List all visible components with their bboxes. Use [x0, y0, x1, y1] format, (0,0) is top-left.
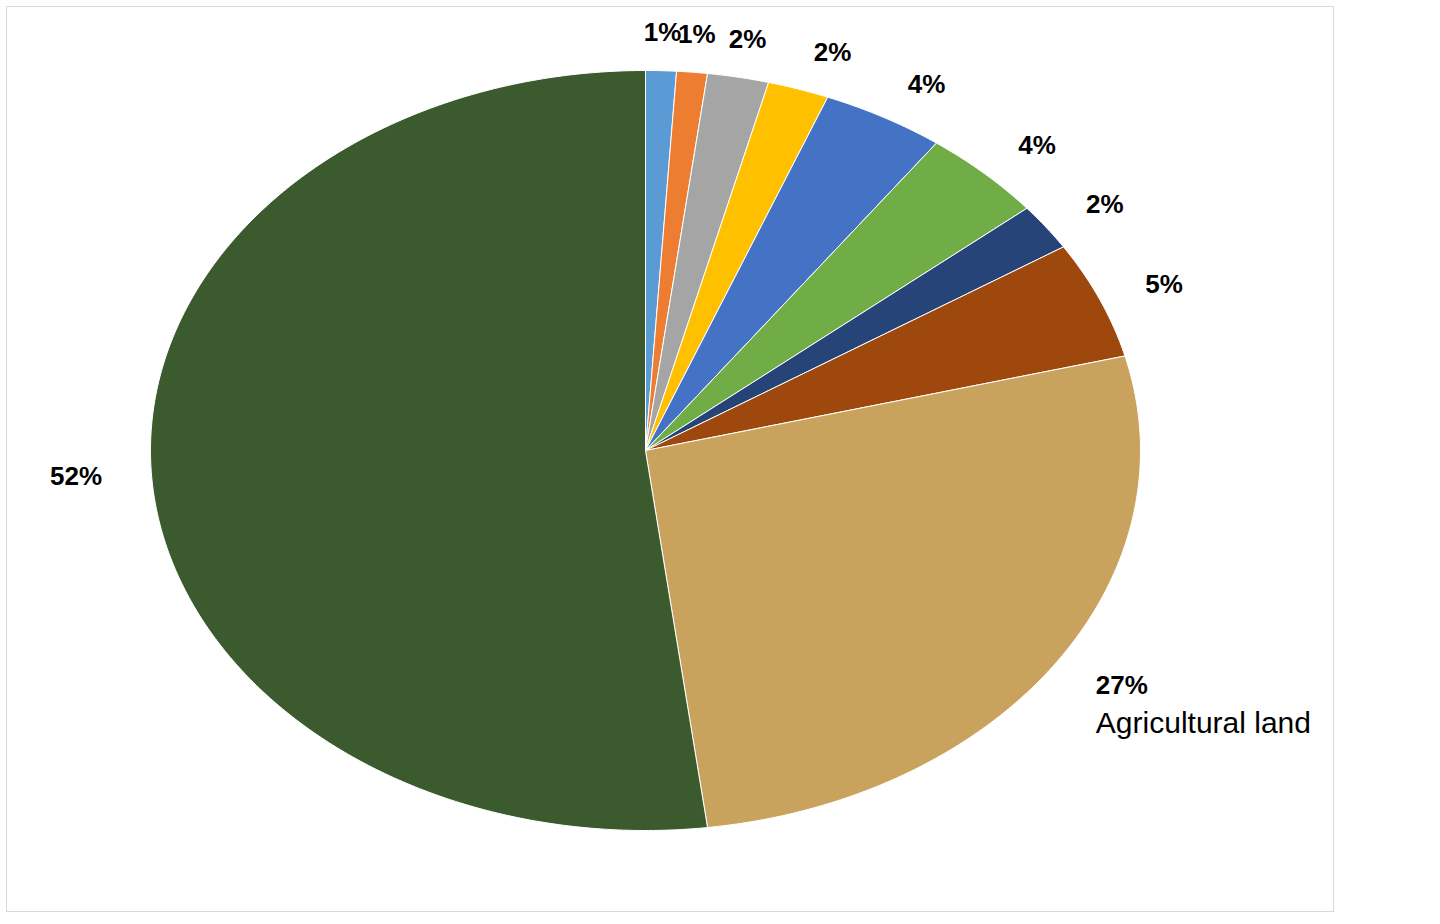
svg-text:2%: 2% — [814, 37, 852, 67]
svg-text:4%: 4% — [1018, 130, 1056, 160]
svg-text:27%: 27% — [1096, 670, 1148, 700]
svg-text:1%: 1% — [678, 19, 716, 49]
svg-text:4%: 4% — [908, 69, 946, 99]
svg-text:2%: 2% — [1086, 189, 1124, 219]
svg-text:Agricultural land: Agricultural land — [1096, 706, 1311, 739]
svg-text:52%: 52% — [50, 461, 102, 491]
svg-text:2%: 2% — [729, 24, 767, 54]
svg-text:5%: 5% — [1145, 269, 1183, 299]
svg-text:1%: 1% — [644, 17, 682, 47]
